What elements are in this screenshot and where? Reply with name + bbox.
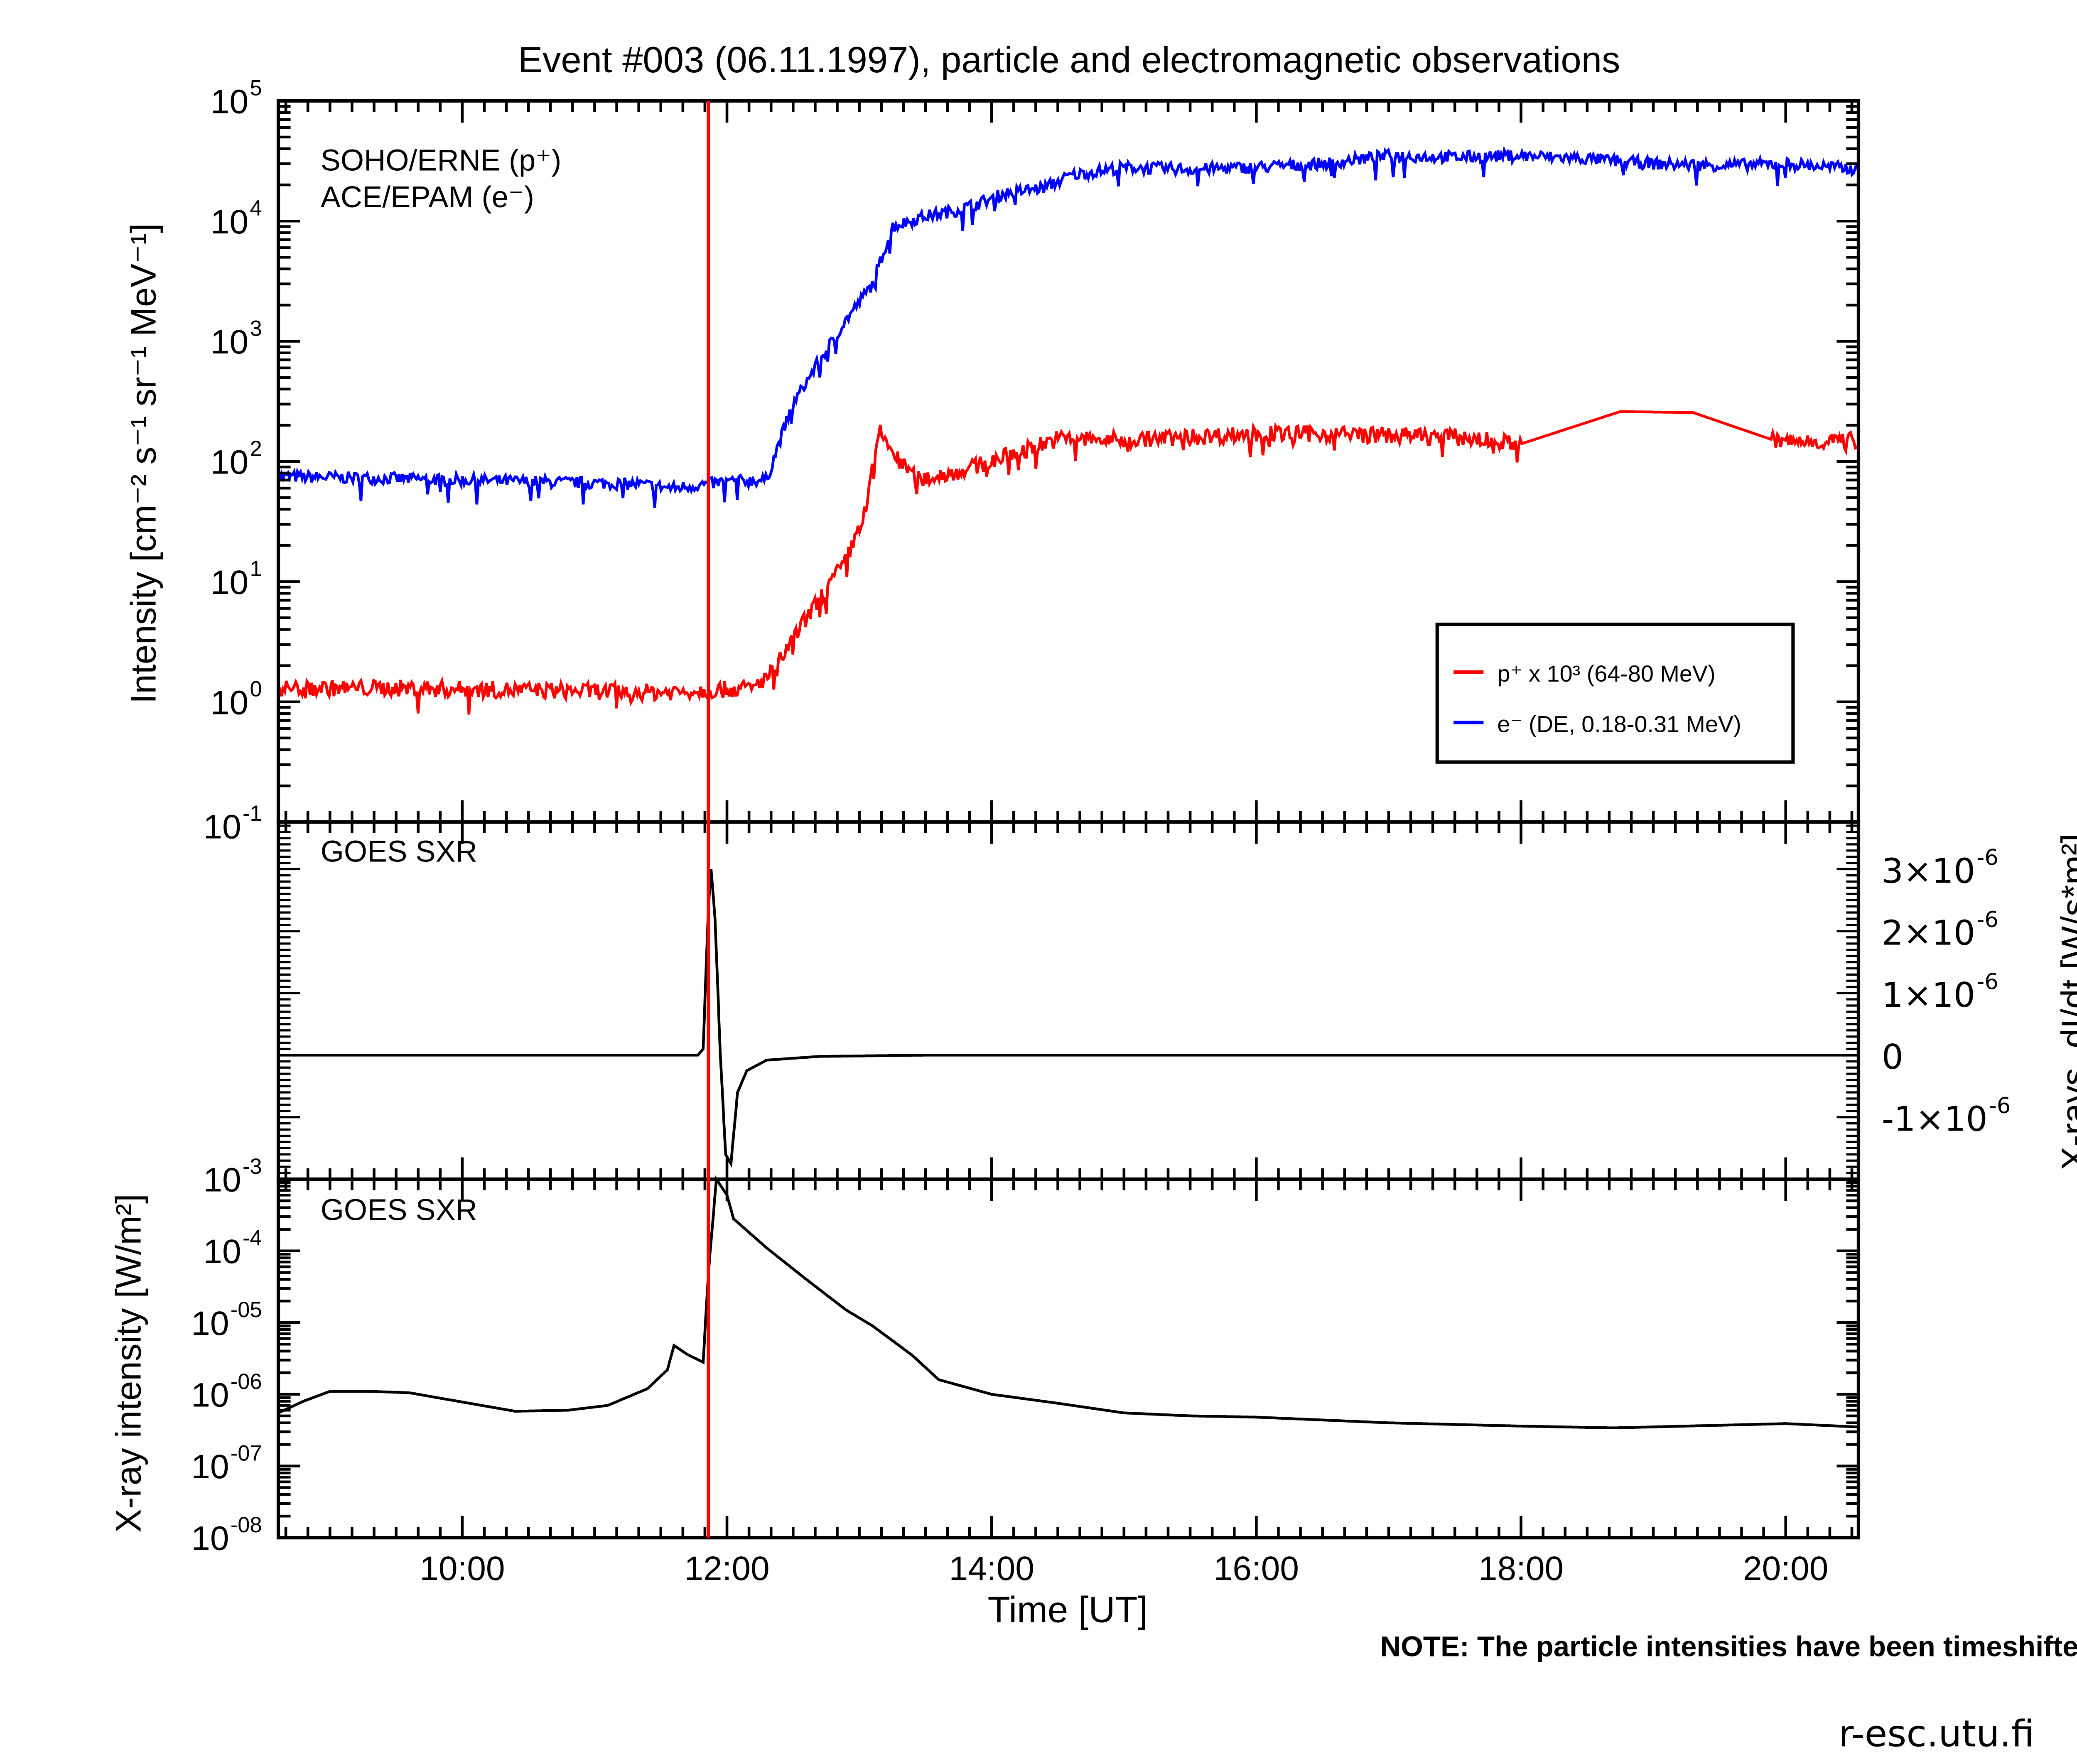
x-tick-label: 10:00 [420, 1550, 505, 1587]
y-tick-label-base: 10 [211, 684, 248, 721]
y-tick-exponent-right: -6 [1976, 969, 1998, 994]
y-tick-label: 10 2 [211, 437, 262, 481]
y-tick-exponent: -08 [231, 1513, 262, 1537]
y-tick-label: 10 1 [211, 557, 262, 601]
x-axis-label: Time [UT] [988, 1589, 1148, 1630]
x-tick-label: 18:00 [1478, 1550, 1564, 1587]
y-tick-exponent: -06 [231, 1369, 262, 1394]
y-tick-exponent: -1 [243, 801, 262, 826]
y-tick-exponent-right: -6 [1989, 1093, 2011, 1119]
y-tick-exponent: -07 [231, 1441, 262, 1465]
y-tick-label: 10 -08 [191, 1513, 262, 1558]
timeshift-note: NOTE: The particle intensities have been… [1380, 1631, 2077, 1663]
y-tick-label-base: 10 [191, 1376, 229, 1414]
y-tick-exponent: -05 [231, 1298, 262, 1322]
y-tick-label: 10 0 [211, 677, 262, 722]
y-tick-exponent: -3 [243, 1154, 262, 1179]
y-tick-label-right-base: -1×10 [1882, 1100, 1988, 1139]
x-tick-label: 16:00 [1214, 1550, 1299, 1587]
y-tick-label-right-base: 0 [1882, 1038, 1903, 1077]
y-tick-label-right: 3×10 -6 [1882, 845, 1998, 891]
series-line-electrons [278, 145, 1858, 508]
y-tick-label: 10 -05 [191, 1298, 262, 1342]
series-line-protons [278, 410, 1858, 715]
y-tick-label-right: 1×10 -6 [1882, 969, 1998, 1015]
y-tick-label-right-base: 2×10 [1882, 914, 1975, 953]
y-tick-label: 10 -1 [203, 801, 262, 846]
y-tick-exponent: 0 [250, 677, 262, 702]
y-tick-label: 10 5 [211, 76, 262, 121]
panel2-ylabel: X-rays, dI/dt [W/s*m²] [2055, 834, 2077, 1170]
y-tick-label-right: 2×10 -6 [1882, 907, 1998, 953]
y-tick-label-base: 10 [211, 323, 248, 361]
y-tick-exponent: 4 [250, 196, 262, 221]
credit-text: r-esc.utu.fi [1839, 1712, 2034, 1755]
y-tick-exponent: 1 [250, 557, 262, 581]
y-tick-exponent: 2 [250, 437, 262, 461]
series-line-flux [278, 1175, 1858, 1429]
x-tick-label: 14:00 [949, 1550, 1034, 1587]
y-tick-exponent: 3 [250, 316, 262, 341]
y-tick-label-base: 10 [211, 564, 248, 601]
panel1-ylabel: Intensity [cm⁻² s⁻¹ sr⁻¹ MeV⁻¹] [124, 223, 164, 704]
y-tick-exponent-right: -6 [1976, 907, 1998, 932]
y-tick-label: 10 3 [211, 316, 262, 361]
y-tick-label-right: 0 [1882, 1038, 1903, 1077]
y-tick-label: 10 -06 [191, 1369, 262, 1414]
y-tick-label-base: 10 [211, 203, 248, 241]
y-tick-label-right: -1×10 -6 [1882, 1093, 2011, 1139]
legend-label-electrons: e⁻ (DE, 0.18-0.31 MeV) [1497, 711, 1741, 737]
panel2-label: GOES SXR [321, 835, 477, 868]
y-tick-label-base: 10 [211, 444, 248, 481]
y-tick-label-base: 10 [203, 1161, 241, 1199]
y-tick-label-base: 10 [191, 1448, 229, 1486]
series-line-dIdt [278, 869, 1858, 1168]
panel1-label-erne: SOHO/ERNE (p⁺) [321, 144, 562, 177]
panel-frame-xray [276, 1177, 1861, 1540]
y-tick-label-base: 10 [191, 1520, 229, 1558]
panel-frame-derivative [276, 820, 1861, 1181]
y-tick-label-right-base: 3×10 [1882, 851, 1975, 891]
y-tick-exponent-right: -6 [1976, 845, 1998, 871]
x-tick-label: 12:00 [684, 1550, 769, 1587]
y-tick-label-base: 10 [203, 1233, 241, 1271]
panel3-label: GOES SXR [321, 1193, 477, 1227]
y-tick-label-base: 10 [203, 808, 241, 846]
y-tick-label-right-base: 1×10 [1882, 976, 1975, 1015]
y-tick-label: 10 -4 [203, 1226, 262, 1271]
y-tick-label: 10 -3 [203, 1154, 262, 1199]
chart-title: Event #003 (06.11.1997), particle and el… [518, 39, 1620, 80]
y-tick-exponent: 5 [250, 76, 262, 101]
y-tick-label: 10 4 [211, 196, 262, 241]
y-tick-label-base: 10 [191, 1305, 229, 1342]
legend-box [1435, 623, 1795, 764]
y-tick-label: 10 -07 [191, 1441, 262, 1486]
y-tick-label-base: 10 [211, 83, 248, 120]
panel3-ylabel: X-ray intensity [W/m²] [109, 1194, 149, 1532]
y-tick-exponent: -4 [243, 1226, 262, 1251]
x-tick-label: 20:00 [1743, 1550, 1828, 1587]
legend-label-protons: p⁺ x 10³ (64-80 MeV) [1497, 660, 1715, 687]
panel1-label-epam: ACE/EPAM (e⁻) [321, 181, 534, 214]
